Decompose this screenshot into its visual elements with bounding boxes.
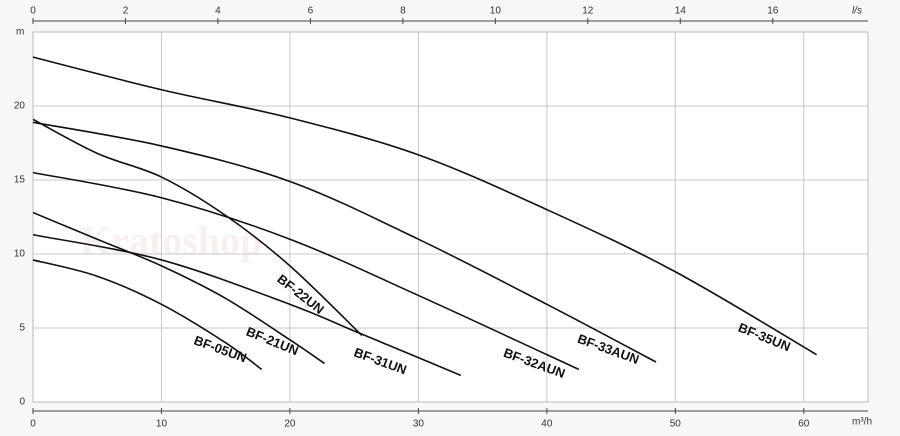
plot-area [33, 32, 868, 402]
curve [32, 118, 363, 336]
x2-tick-label: 4 [215, 6, 221, 17]
y-axis-label: m [16, 27, 24, 38]
curve [32, 233, 462, 377]
x2-tick-label: 2 [123, 6, 129, 17]
curve [32, 259, 263, 371]
x2-tick-label: 0 [30, 6, 36, 17]
x2-tick-label: 12 [582, 6, 594, 17]
y-tick-label: 15 [14, 175, 26, 186]
x-tick-label: 10 [156, 419, 168, 430]
x-tick-label: 60 [798, 419, 810, 430]
x2-tick-label: 14 [675, 6, 687, 17]
x-tick-label: 40 [541, 419, 553, 430]
y-tick-label: 20 [14, 101, 26, 112]
x-tick-label: 0 [30, 419, 36, 430]
curve [32, 121, 657, 363]
x2-tick-label: 10 [490, 6, 502, 17]
y-tick-label: 10 [14, 249, 26, 260]
watermark: Kratoshop [80, 218, 262, 263]
curve [32, 211, 326, 365]
x-tick-label: 30 [413, 419, 425, 430]
x-axis-label: m³/h [852, 417, 872, 428]
curve [32, 56, 818, 356]
x2-axis-label: l/s [852, 6, 862, 17]
curve [32, 171, 580, 371]
plot-border [32, 31, 869, 403]
x2-tick-label: 6 [308, 6, 314, 17]
y-tick-label: 0 [19, 397, 25, 408]
x-tick-label: 20 [284, 419, 296, 430]
y-tick-label: 5 [19, 323, 25, 334]
x2-tick-label: 16 [767, 6, 779, 17]
x-tick-label: 50 [670, 419, 682, 430]
x2-tick-label: 8 [400, 6, 406, 17]
